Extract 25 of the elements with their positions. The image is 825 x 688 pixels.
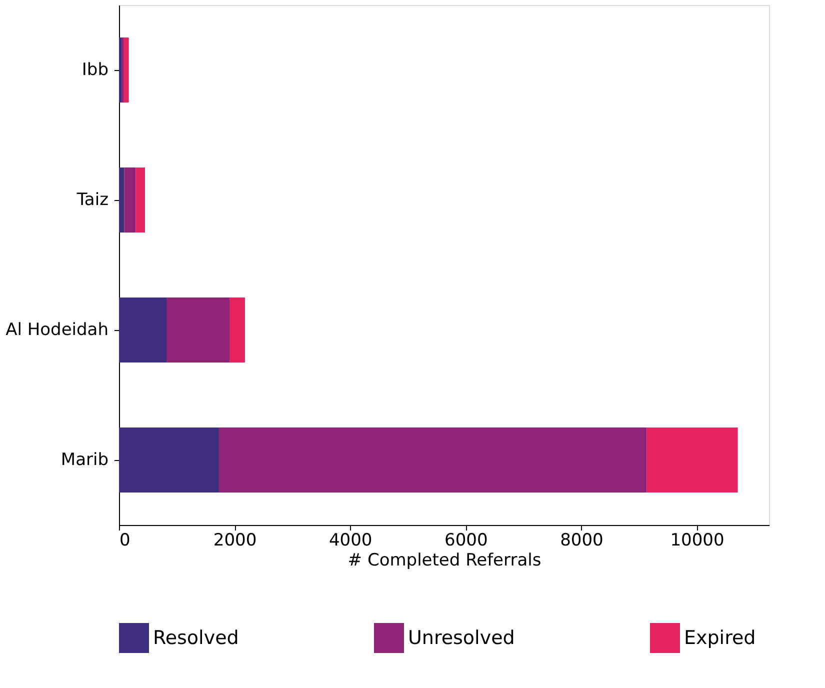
x-tick-label: 2000 — [213, 530, 257, 550]
bar — [119, 38, 122, 102]
x-tick-label: 0 — [120, 530, 130, 550]
x-tick-label: 8000 — [560, 530, 604, 550]
legend-label: Resolved — [153, 627, 239, 649]
bar — [119, 428, 219, 492]
y-tick-label: Taiz — [76, 190, 109, 210]
bar — [166, 298, 230, 362]
y-tick-label: Al Hodeidah — [6, 320, 108, 340]
bar — [218, 428, 647, 492]
legend-label: Unresolved — [408, 627, 515, 649]
x-tick-label: 10000 — [670, 530, 724, 550]
x-axis-title: # Completed Referrals — [348, 550, 542, 570]
x-tick-label: 6000 — [444, 530, 488, 550]
y-tick-label: Ibb — [82, 60, 108, 80]
bar — [119, 298, 167, 362]
bar — [119, 168, 124, 232]
y-tick-label: Marib — [60, 450, 108, 470]
bar — [136, 168, 145, 232]
x-tick-label: 4000 — [328, 530, 372, 550]
bar — [124, 168, 136, 232]
bar — [230, 298, 245, 362]
bar — [124, 38, 129, 102]
legend-label: Expired — [684, 627, 756, 649]
bar — [646, 428, 738, 492]
